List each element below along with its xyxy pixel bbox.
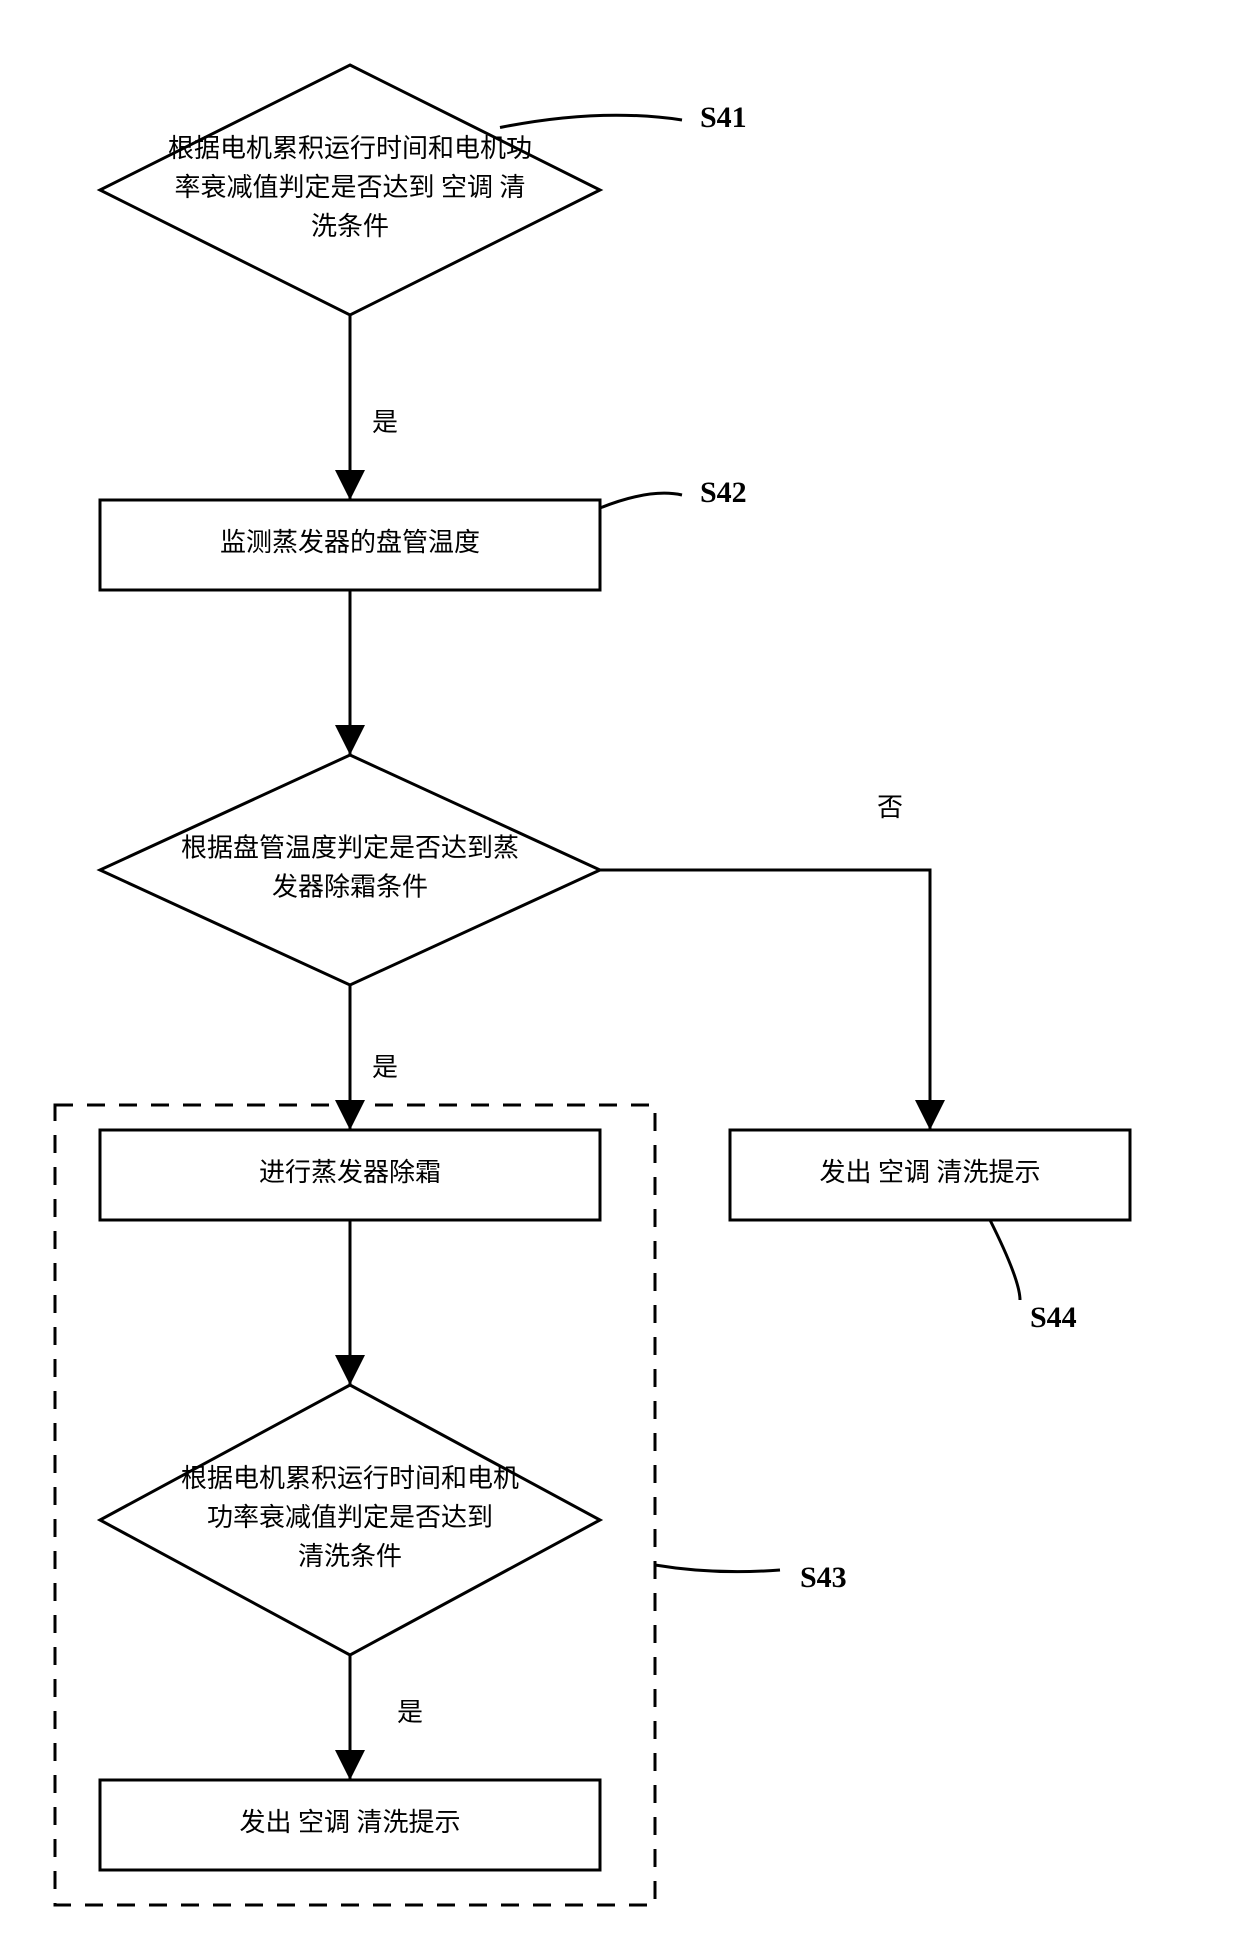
- label-r1: S42: [700, 476, 747, 509]
- node-text: 监测蒸发器的盘管温度: [220, 528, 480, 557]
- node-text: 功率衰减值判定是否达到: [207, 1503, 493, 1532]
- decision-d2: [100, 755, 600, 985]
- node-text: 进行蒸发器除霜: [259, 1158, 441, 1187]
- edge-label-5: 是: [397, 1698, 423, 1727]
- edge-label-2: 是: [372, 1053, 398, 1082]
- leader-s43: [655, 1565, 780, 1572]
- node-text: 根据盘管温度判定是否达到蒸: [181, 833, 519, 862]
- leader-r4: [990, 1220, 1020, 1300]
- edge-label-0: 是: [372, 408, 398, 437]
- label-s43: S43: [800, 1561, 847, 1594]
- edge-d2-r4: [600, 870, 930, 1130]
- leader-r1: [600, 493, 682, 508]
- node-text: 发出 空调 清洗提示: [239, 1808, 460, 1837]
- node-text: 发出 空调 清洗提示: [819, 1158, 1040, 1187]
- label-r4: S44: [1030, 1301, 1077, 1334]
- node-text: 发器除霜条件: [272, 872, 428, 901]
- edge-label-3: 否: [877, 793, 903, 822]
- leader-d1: [500, 115, 682, 127]
- node-text: 率衰减值判定是否达到 空调 清: [174, 173, 525, 202]
- node-text: 根据电机累积运行时间和电机功: [168, 134, 532, 163]
- flowchart-canvas: S43 根据电机累积运行时间和电机功率衰减值判定是否达到 空调 清洗条件 S41 监测…: [20, 20, 1220, 1921]
- node-text: 根据电机累积运行时间和电机: [181, 1464, 519, 1493]
- node-text: 洗条件: [311, 212, 389, 241]
- label-d1: S41: [700, 101, 747, 134]
- node-text: 清洗条件: [298, 1542, 402, 1571]
